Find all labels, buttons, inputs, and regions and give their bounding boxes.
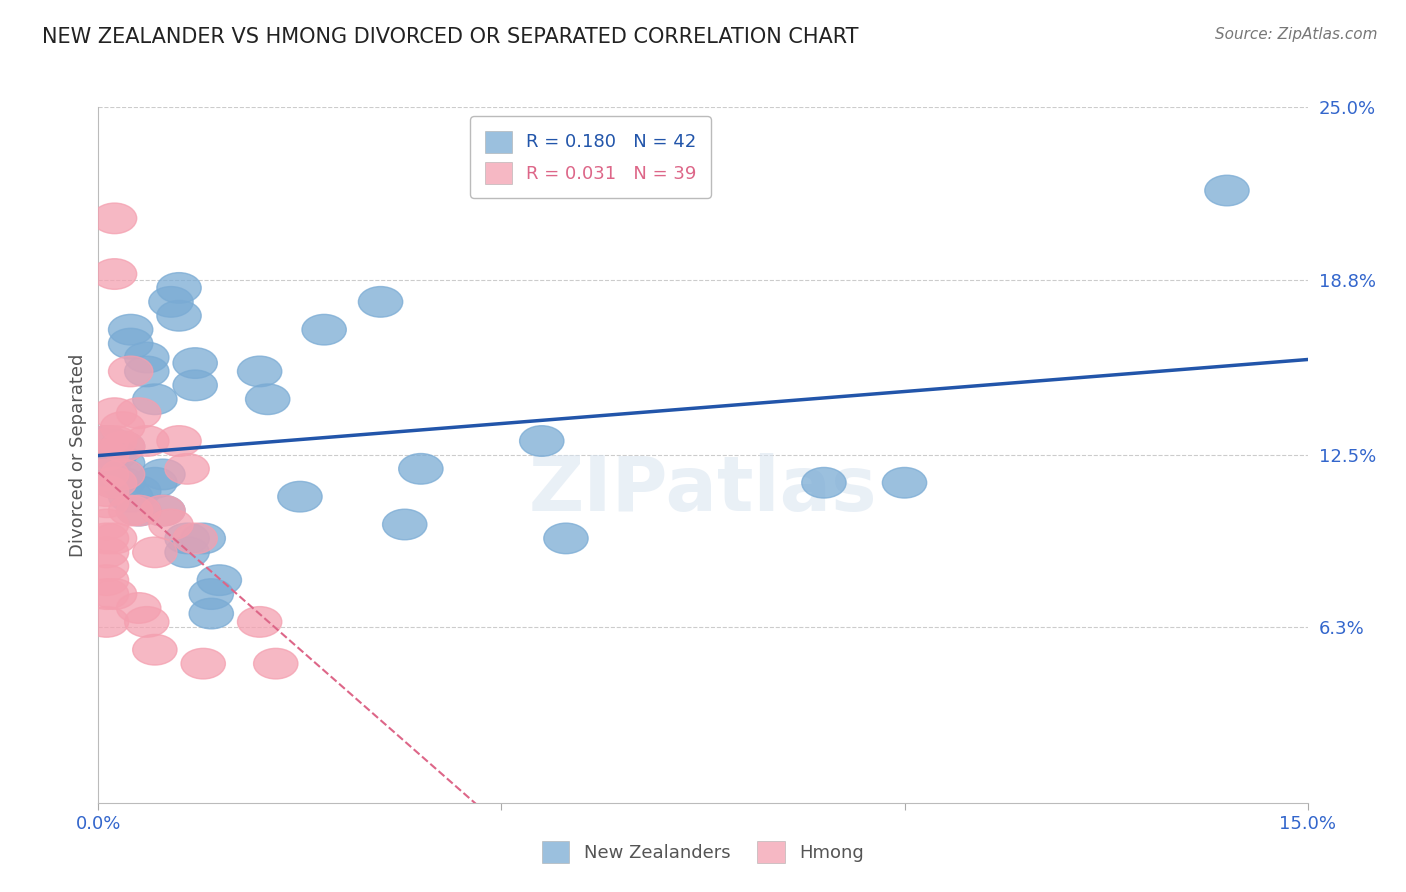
Ellipse shape: [93, 259, 136, 289]
Text: NEW ZEALANDER VS HMONG DIVORCED OR SEPARATED CORRELATION CHART: NEW ZEALANDER VS HMONG DIVORCED OR SEPAR…: [42, 27, 859, 46]
Ellipse shape: [149, 509, 193, 540]
Ellipse shape: [238, 607, 281, 637]
Ellipse shape: [165, 523, 209, 554]
Ellipse shape: [520, 425, 564, 457]
Ellipse shape: [125, 425, 169, 457]
Ellipse shape: [93, 579, 136, 609]
Ellipse shape: [84, 509, 129, 540]
Ellipse shape: [84, 440, 129, 470]
Text: ZIPatlas: ZIPatlas: [529, 453, 877, 526]
Ellipse shape: [883, 467, 927, 498]
Ellipse shape: [100, 431, 145, 462]
Ellipse shape: [108, 356, 153, 387]
Ellipse shape: [278, 482, 322, 512]
Ellipse shape: [132, 537, 177, 567]
Ellipse shape: [132, 467, 177, 498]
Text: Source: ZipAtlas.com: Source: ZipAtlas.com: [1215, 27, 1378, 42]
Ellipse shape: [801, 467, 846, 498]
Ellipse shape: [302, 314, 346, 345]
Ellipse shape: [100, 412, 145, 442]
Ellipse shape: [141, 495, 186, 526]
Ellipse shape: [100, 459, 145, 490]
Ellipse shape: [157, 273, 201, 303]
Ellipse shape: [84, 475, 129, 507]
Ellipse shape: [132, 634, 177, 665]
Ellipse shape: [84, 523, 129, 554]
Ellipse shape: [108, 482, 153, 512]
Ellipse shape: [149, 286, 193, 318]
Ellipse shape: [84, 459, 129, 490]
Ellipse shape: [117, 398, 160, 428]
Ellipse shape: [173, 348, 218, 378]
Ellipse shape: [84, 487, 129, 517]
Legend: New Zealanders, Hmong: New Zealanders, Hmong: [527, 826, 879, 877]
Ellipse shape: [382, 509, 427, 540]
Ellipse shape: [100, 467, 145, 498]
Ellipse shape: [117, 592, 160, 624]
Ellipse shape: [125, 343, 169, 373]
Ellipse shape: [117, 495, 160, 526]
Ellipse shape: [84, 565, 129, 596]
Ellipse shape: [93, 467, 136, 498]
Ellipse shape: [173, 370, 218, 401]
Ellipse shape: [93, 467, 136, 498]
Ellipse shape: [141, 459, 186, 490]
Ellipse shape: [108, 328, 153, 359]
Ellipse shape: [253, 648, 298, 679]
Ellipse shape: [108, 495, 153, 526]
Ellipse shape: [84, 453, 129, 484]
Ellipse shape: [246, 384, 290, 415]
Ellipse shape: [165, 453, 209, 484]
Ellipse shape: [84, 579, 129, 609]
Ellipse shape: [84, 607, 129, 637]
Ellipse shape: [359, 286, 402, 318]
Ellipse shape: [141, 495, 186, 526]
Ellipse shape: [108, 314, 153, 345]
Ellipse shape: [157, 301, 201, 331]
Ellipse shape: [157, 425, 201, 457]
Ellipse shape: [1205, 175, 1249, 206]
Ellipse shape: [173, 523, 218, 554]
Ellipse shape: [125, 607, 169, 637]
Ellipse shape: [197, 565, 242, 596]
Ellipse shape: [117, 475, 160, 507]
Ellipse shape: [93, 425, 136, 457]
Ellipse shape: [93, 203, 136, 234]
Ellipse shape: [84, 537, 129, 567]
Ellipse shape: [188, 599, 233, 629]
Ellipse shape: [84, 425, 129, 457]
Ellipse shape: [125, 356, 169, 387]
Ellipse shape: [100, 431, 145, 462]
Ellipse shape: [181, 523, 225, 554]
Ellipse shape: [84, 551, 129, 582]
Ellipse shape: [544, 523, 588, 554]
Ellipse shape: [132, 384, 177, 415]
Ellipse shape: [93, 523, 136, 554]
Ellipse shape: [165, 537, 209, 567]
Ellipse shape: [117, 495, 160, 526]
Ellipse shape: [399, 453, 443, 484]
Ellipse shape: [181, 648, 225, 679]
Ellipse shape: [93, 440, 136, 470]
Ellipse shape: [100, 448, 145, 479]
Ellipse shape: [93, 398, 136, 428]
Ellipse shape: [188, 579, 233, 609]
Y-axis label: Divorced or Separated: Divorced or Separated: [69, 353, 87, 557]
Ellipse shape: [100, 459, 145, 490]
Ellipse shape: [238, 356, 281, 387]
Ellipse shape: [84, 425, 129, 457]
